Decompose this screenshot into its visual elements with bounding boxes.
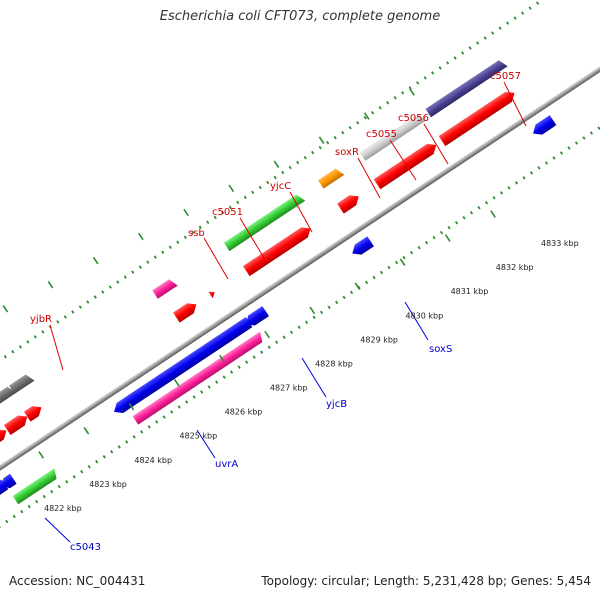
- gene-arrow: [373, 143, 437, 190]
- reverse-major-tick: [173, 378, 180, 387]
- reverse-major-tick: [83, 427, 90, 435]
- forward-major-tick: [92, 256, 99, 265]
- gene-arrow: [352, 236, 374, 255]
- gene-arrow: [242, 227, 311, 277]
- callout-leader: [289, 191, 313, 233]
- forward-major-tick: [318, 136, 325, 144]
- gene-arrow: [438, 91, 515, 147]
- forward-gene-callouts: yjbR ssb c5051 yjcC soxR c5055 c5056 c50…: [30, 71, 527, 371]
- forward-major-tick: [273, 160, 280, 169]
- gene-block: [152, 279, 178, 299]
- ruler-tick-label: 4829 kbp: [360, 335, 398, 344]
- reverse-gene-callouts: c5043 uvrA yjcB soxS: [44, 301, 452, 553]
- gene-label-yjcB: yjcB: [326, 399, 347, 410]
- gene-label-c5051: c5051: [212, 207, 243, 218]
- reverse-outer-lane: [12, 331, 263, 505]
- reverse-major-tick: [38, 451, 45, 459]
- gene-block: [0, 386, 17, 409]
- accession-label: Accession: NC_004431: [9, 574, 146, 588]
- ruler-tick-labels: 4822 kbp 4823 kbp 4824 kbp 4825 kbp 4826 kbp…: [2, 88, 579, 513]
- reverse-major-tick: [354, 282, 361, 291]
- gene-block: [425, 60, 508, 118]
- forward-major-tick: [228, 184, 235, 193]
- gene-arrow: [245, 306, 269, 326]
- forward-major-tick: [138, 232, 144, 241]
- reverse-major-tick: [444, 234, 451, 242]
- ruler-tick-label: 4832 kbp: [496, 263, 534, 272]
- callout-leader: [44, 517, 71, 543]
- ruler-tick-label: 4826 kbp: [225, 408, 263, 417]
- gene-arrow: [114, 317, 253, 413]
- gene-label-c5056: c5056: [398, 113, 429, 124]
- reverse-inner-lane: [0, 115, 557, 500]
- gene-label-yjcC: yjcC: [270, 181, 291, 192]
- forward-major-tick: [2, 305, 9, 313]
- callout-leader: [423, 123, 449, 165]
- gene-label-c5057: c5057: [490, 71, 521, 82]
- ruler-tick-label: 4824 kbp: [134, 456, 172, 465]
- genome-backbone: [0, 22, 600, 525]
- callout-leader: [404, 301, 429, 341]
- callout-leader: [196, 429, 216, 459]
- reverse-major-tick: [264, 330, 270, 339]
- ruler-tick-label: 4828 kbp: [315, 360, 353, 369]
- forward-tick-ruler: [0, 0, 600, 439]
- gene-block: [12, 468, 57, 505]
- gene-label-soxR: soxR: [335, 147, 359, 158]
- gene-block: [132, 331, 263, 425]
- gene-arrow: [2, 473, 17, 489]
- callout-leader: [389, 139, 417, 181]
- gene-label-ssb: ssb: [188, 228, 205, 239]
- ruler-tick-label: 4822 kbp: [44, 504, 82, 513]
- gene-block: [359, 114, 426, 161]
- gene-block: [223, 194, 306, 252]
- forward-major-tick: [409, 88, 415, 96]
- gene-arrow: [3, 415, 28, 435]
- callout-leader: [239, 217, 265, 259]
- forward-inner-lane: [0, 91, 515, 459]
- ruler-tick-label: 4833 kbp: [541, 239, 579, 248]
- callout-leader: [49, 324, 64, 371]
- reverse-major-tick: [399, 258, 406, 266]
- callout-leader: [301, 357, 327, 398]
- genome-summary: Topology: circular; Length: 5,231,428 bp…: [261, 574, 591, 588]
- callout-leader: [203, 237, 229, 280]
- ruler-tick-label: 4830 kbp: [406, 311, 444, 320]
- gene-label-yjbR: yjbR: [30, 314, 52, 325]
- ruler-tick-label: 4823 kbp: [89, 480, 127, 489]
- map-track-group: [0, 0, 600, 554]
- gene-label-c5055: c5055: [366, 129, 397, 140]
- map-title: Escherichia coli CFT073, complete genome: [159, 9, 441, 24]
- reverse-major-tick: [219, 354, 225, 363]
- gene-arrow: [533, 115, 557, 135]
- gene-block: [318, 168, 345, 189]
- reverse-major-tick: [490, 210, 496, 218]
- gene-arrow: [337, 195, 359, 214]
- reverse-tick-ruler: [0, 30, 600, 554]
- gene-label-uvrA: uvrA: [215, 459, 238, 470]
- reverse-major-tick: [128, 402, 135, 411]
- gene-arrow: [0, 479, 9, 500]
- reverse-minor-ticks: [0, 30, 600, 554]
- forward-outer-lane: [0, 60, 508, 409]
- ruler-tick-label: 4827 kbp: [270, 384, 308, 393]
- gene-arrow: [23, 406, 42, 422]
- gene-arrow: [173, 303, 197, 323]
- forward-major-tick: [47, 280, 54, 289]
- gene-arrow: [208, 291, 215, 299]
- forward-major-tick: [183, 208, 189, 217]
- callout-leader: [357, 157, 381, 199]
- gene-label-c5043: c5043: [70, 542, 101, 553]
- forward-major-tick: [363, 112, 370, 120]
- ruler-tick-label: 4831 kbp: [451, 287, 489, 296]
- forward-minor-ticks: [0, 0, 600, 439]
- gene-label-soxS: soxS: [429, 344, 452, 355]
- reverse-major-tick: [309, 306, 316, 315]
- callout-leader: [503, 81, 527, 127]
- ruler-tick-label: 4825 kbp: [180, 432, 218, 441]
- gene-block: [9, 374, 35, 394]
